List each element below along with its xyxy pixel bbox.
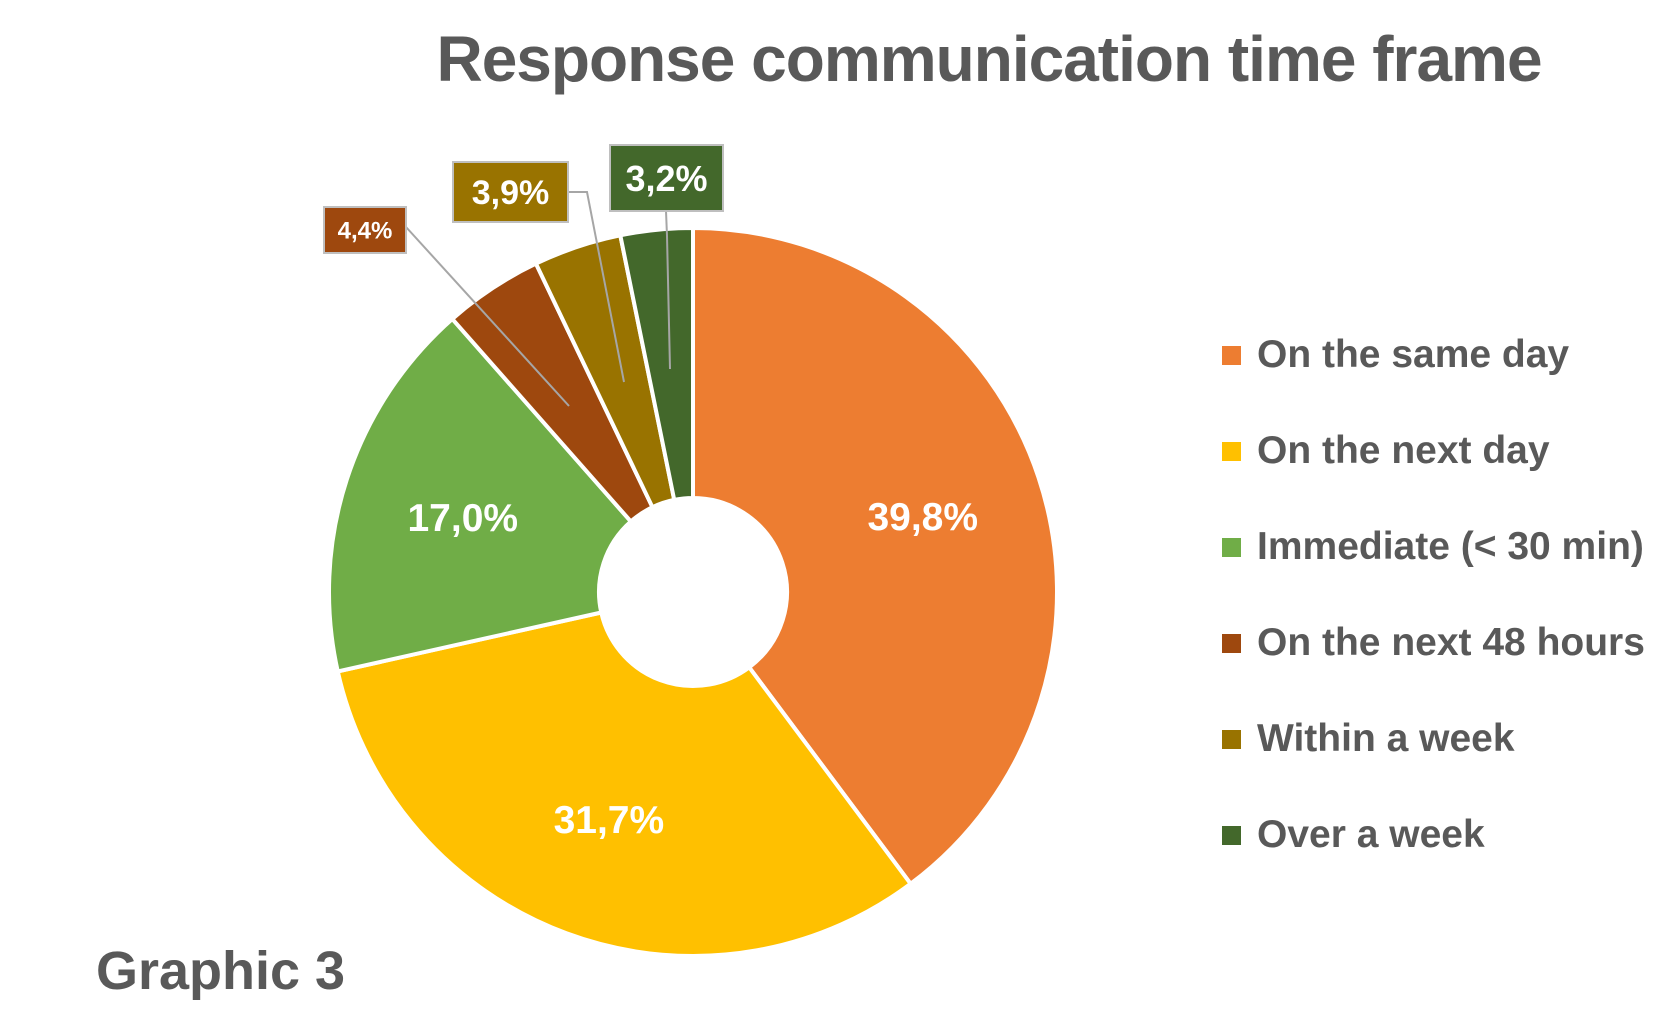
legend-item-within-a-week: Within a week [1222, 691, 1645, 787]
data-label-on-the-next-day: 31,7% [554, 799, 665, 842]
legend-label: Immediate (< 30 min) [1257, 525, 1644, 569]
legend-swatch [1222, 538, 1241, 557]
slices-layer [329, 228, 1057, 956]
legend-label: Over a week [1257, 813, 1485, 857]
legend-label: On the next 48 hours [1257, 621, 1645, 665]
legend-swatch [1222, 346, 1241, 365]
legend-swatch [1222, 730, 1241, 749]
data-label-over-a-week: 3,2% [625, 158, 707, 199]
legend-swatch [1222, 442, 1241, 461]
legend-label: On the same day [1257, 333, 1569, 377]
legend-item-on-the-next-48-hours: On the next 48 hours [1222, 595, 1645, 691]
legend-item-immediate-30-min: Immediate (< 30 min) [1222, 499, 1645, 595]
legend-item-on-the-same-day: On the same day [1222, 307, 1645, 403]
legend-swatch [1222, 634, 1241, 653]
legend-item-over-a-week: Over a week [1222, 787, 1645, 883]
legend-label: Within a week [1257, 717, 1515, 761]
data-label-immediate-30-min: 17,0% [407, 497, 518, 540]
data-label-on-the-same-day: 39,8% [867, 496, 978, 539]
legend: On the same day On the next day Immediate … [1222, 307, 1645, 883]
data-label-within-a-week: 3,9% [472, 174, 550, 212]
legend-swatch [1222, 826, 1241, 845]
legend-label: On the next day [1257, 429, 1550, 473]
legend-item-on-the-next-day: On the next day [1222, 403, 1645, 499]
data-label-on-the-next-48-hours: 4,4% [338, 218, 393, 245]
figure-caption: Graphic 3 [96, 940, 345, 1002]
